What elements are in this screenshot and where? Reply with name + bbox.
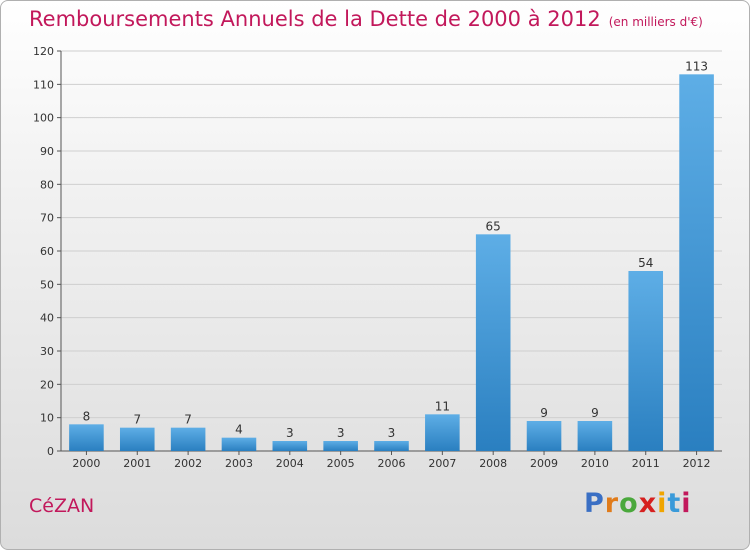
y-tick-label: 70: [40, 212, 54, 225]
x-tick-label: 2011: [632, 457, 660, 470]
bar-2010: [577, 421, 613, 451]
x-tick-label: 2012: [683, 457, 711, 470]
bar-value-label: 8: [83, 409, 91, 423]
chart-title-unit: (en milliers d'€): [608, 15, 703, 29]
x-tick-label: 2007: [428, 457, 456, 470]
bar-2003: [221, 437, 257, 451]
bar-value-label: 7: [184, 413, 192, 427]
bar-2009: [526, 421, 562, 451]
bar-value-label: 9: [591, 406, 599, 420]
bar-value-label: 11: [435, 399, 450, 413]
y-tick-label: 20: [40, 378, 54, 391]
bar-2000: [69, 424, 104, 451]
logo-letter: x: [638, 488, 658, 519]
y-tick-label: 120: [33, 45, 54, 58]
y-tick-label: 90: [40, 145, 54, 158]
bar-value-label: 113: [685, 59, 708, 73]
x-tick-label: 2005: [327, 457, 355, 470]
y-tick-label: 50: [40, 278, 54, 291]
bar-value-label: 3: [388, 426, 396, 440]
y-tick-label: 80: [40, 178, 54, 191]
commune-name: CéZAN: [29, 495, 95, 517]
x-tick-label: 2003: [225, 457, 253, 470]
proxiti-logo: Proxiti: [584, 488, 692, 519]
bar-2007: [425, 414, 460, 451]
bar-2008: [475, 234, 511, 451]
bar-value-label: 3: [286, 426, 294, 440]
chart-title: Remboursements Annuels de la Dette de 20…: [29, 7, 703, 31]
x-tick-label: 2009: [530, 457, 558, 470]
bar-2001: [119, 427, 155, 451]
y-tick-label: 110: [33, 78, 54, 91]
y-tick-label: 0: [47, 445, 54, 458]
logo-letter: r: [604, 488, 620, 519]
logo-letter: i: [657, 488, 668, 519]
logo-letter: o: [619, 488, 639, 519]
bar-value-label: 54: [638, 256, 653, 270]
bar-2011: [628, 271, 664, 451]
bar-2004: [272, 441, 308, 451]
bar-value-label: 9: [540, 406, 548, 420]
y-tick-label: 30: [40, 345, 54, 358]
y-tick-label: 40: [40, 312, 54, 325]
x-tick-label: 2002: [174, 457, 202, 470]
bar-value-label: 4: [235, 423, 243, 437]
chart-title-main: Remboursements Annuels de la Dette de 20…: [29, 7, 601, 31]
bar-2012: [679, 74, 714, 451]
logo-letter: i: [681, 488, 692, 519]
x-tick-label: 2010: [581, 457, 609, 470]
bar-value-label: 65: [486, 219, 501, 233]
bar-2005: [323, 441, 358, 451]
x-tick-label: 2004: [276, 457, 304, 470]
x-tick-label: 2000: [72, 457, 100, 470]
logo-letter: P: [584, 488, 605, 519]
x-tick-label: 2001: [123, 457, 151, 470]
bar-value-label: 7: [133, 413, 141, 427]
bar-value-label: 3: [337, 426, 345, 440]
logo-letter: t: [667, 488, 682, 519]
y-tick-label: 60: [40, 245, 54, 258]
bar-2006: [374, 441, 409, 451]
y-tick-label: 100: [33, 112, 54, 125]
x-tick-label: 2008: [479, 457, 507, 470]
bar-2002: [170, 427, 206, 451]
y-tick-label: 10: [40, 412, 54, 425]
x-tick-label: 2006: [378, 457, 406, 470]
